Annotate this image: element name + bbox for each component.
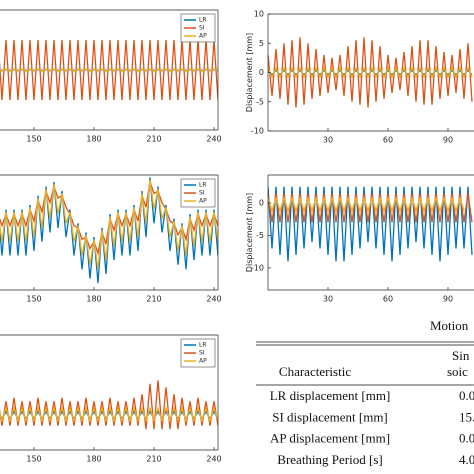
legend-label: AP [199, 33, 207, 40]
cell: 15. [459, 409, 474, 424]
lines [0, 39, 218, 101]
legend-label: SI [199, 25, 205, 32]
x-tick-label: 150 [26, 135, 41, 144]
cell: 0.0 [459, 388, 474, 403]
series-line [0, 380, 218, 430]
table: Motion Sin soic Characteristic LR displa… [256, 318, 474, 467]
y-axis-label: Displacement [mm] [245, 193, 254, 272]
series-line [268, 66, 473, 79]
x-tick-label: 210 [146, 455, 161, 464]
x-tick-label: 240 [206, 455, 221, 464]
table-body: LR displacement [mm] 0.0 SI displacement [… [270, 388, 474, 467]
legend-label: LR [199, 17, 207, 24]
row-header: Characteristic [279, 364, 351, 379]
x-tick-label: 180 [86, 135, 101, 144]
cell: 0.0 [459, 431, 474, 446]
row-label: LR displacement [mm] [270, 388, 391, 403]
y-tick-label: -5 [256, 97, 264, 106]
y-tick-label: 5 [259, 39, 264, 48]
x-tick-label: 60 [383, 136, 393, 145]
legend-label: LR [199, 182, 207, 189]
x-tick-label: 150 [26, 295, 41, 304]
y-tick-label: -10 [251, 263, 264, 272]
cell: 4.0 [459, 452, 474, 467]
y-tick-label: 10 [254, 10, 264, 19]
plot: 30 60 90 10 5 0 -5 -10 Displacement [mm] [245, 10, 474, 145]
y-tick-label: -5 [256, 231, 264, 240]
x-tick-label: 60 [383, 295, 393, 304]
series-line [268, 193, 473, 223]
y-tick-label: 0 [259, 198, 264, 207]
lines [268, 186, 473, 262]
x-tick-label: 150 [26, 455, 41, 464]
y-tick-label: -10 [251, 127, 264, 136]
table-title: Motion [430, 318, 469, 333]
row-label: AP displacement [mm] [270, 431, 390, 446]
series-line [0, 179, 218, 270]
x-tick-label: 90 [443, 295, 453, 304]
x-tick-label: 90 [443, 136, 453, 145]
row-label: Breathing Period [s] [277, 452, 382, 467]
series-line [268, 195, 465, 213]
y-tick-label: 0 [259, 68, 264, 77]
series-line [0, 406, 218, 423]
x-tick-label: 240 [206, 295, 221, 304]
column-header: Sin [452, 348, 470, 363]
x-tick-label: 240 [206, 135, 221, 144]
x-tick-label: 180 [86, 455, 101, 464]
lines [0, 177, 218, 284]
x-tick-label: 210 [146, 295, 161, 304]
row-label: SI displacement [mm] [272, 409, 388, 424]
series-line [268, 186, 473, 262]
y-axis-label: Displacement [mm] [245, 33, 254, 112]
x-tick-label: 210 [146, 135, 161, 144]
legend-label: LR [199, 342, 207, 349]
x-tick-label: 30 [323, 295, 333, 304]
x-tick-label: 30 [323, 136, 333, 145]
legend-label: SI [199, 190, 205, 197]
legend-label: AP [199, 358, 207, 365]
legend-label: AP [199, 198, 207, 205]
legend-label: SI [199, 350, 205, 357]
lines [0, 380, 218, 430]
column-header: soic [447, 364, 468, 379]
series-line [0, 68, 218, 72]
x-tick-label: 180 [86, 295, 101, 304]
lines [268, 37, 473, 108]
